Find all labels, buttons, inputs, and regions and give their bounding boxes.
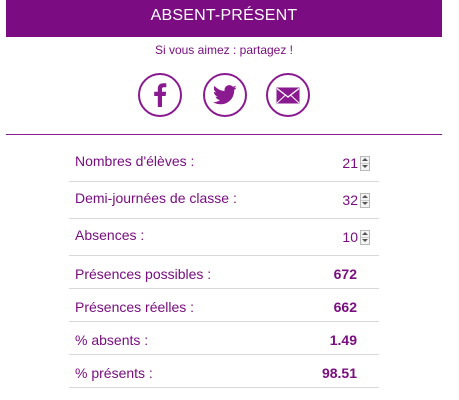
- stepper-buttons: [360, 193, 370, 208]
- caret-down-icon: [362, 165, 368, 168]
- result-label: % absents :: [75, 332, 149, 348]
- stepper-up-button[interactable]: [361, 194, 369, 201]
- eleves-stepper[interactable]: 21: [317, 155, 370, 172]
- stepper-down-button[interactable]: [361, 164, 369, 170]
- caret-down-icon: [362, 202, 368, 205]
- result-label: % présents :: [75, 365, 153, 381]
- calculator-table: Nombres d'élèves : 21 Demi-journées de c…: [69, 145, 379, 388]
- page-title: ABSENT-PRÉSENT: [150, 7, 298, 24]
- stepper-buttons: [360, 230, 370, 245]
- result-row-presents: % présents : 98.51: [69, 355, 379, 388]
- app-header: ABSENT-PRÉSENT: [6, 0, 442, 37]
- stepper-buttons: [360, 156, 370, 171]
- mail-icon: [276, 87, 300, 104]
- result-value: 672: [333, 266, 357, 282]
- result-value: 98.51: [321, 365, 357, 381]
- email-share-button[interactable]: [266, 73, 310, 117]
- twitter-share-button[interactable]: [203, 73, 247, 117]
- input-label: Absences :: [75, 227, 145, 243]
- input-label: Demi-journées de classe :: [75, 190, 237, 206]
- stepper-down-button[interactable]: [361, 201, 369, 207]
- input-label: Nombres d'élèves :: [75, 153, 195, 169]
- result-row-presences-reelles: Présences réelles : 662: [69, 289, 379, 322]
- facebook-icon: [153, 83, 167, 107]
- stepper-up-button[interactable]: [361, 157, 369, 164]
- twitter-icon: [213, 85, 237, 105]
- input-row-demi-journees: Demi-journées de classe : 32: [69, 182, 379, 219]
- caret-down-icon: [362, 239, 368, 242]
- section-divider: [6, 134, 442, 135]
- stepper-value[interactable]: 21: [342, 155, 358, 171]
- stepper-up-button[interactable]: [361, 231, 369, 238]
- result-label: Présences réelles :: [75, 299, 195, 315]
- stepper-value[interactable]: 10: [342, 229, 358, 245]
- result-value: 662: [333, 299, 357, 315]
- facebook-share-button[interactable]: [138, 73, 182, 117]
- demi-journees-stepper[interactable]: 32: [317, 192, 370, 209]
- result-value: 1.49: [329, 332, 357, 348]
- share-prompt: Si vous aimez : partagez !: [154, 43, 294, 57]
- input-row-absences: Absences : 10: [69, 219, 379, 256]
- result-row-absents: % absents : 1.49: [69, 322, 379, 355]
- caret-up-icon: [362, 195, 368, 198]
- input-row-eleves: Nombres d'élèves : 21: [69, 145, 379, 182]
- result-row-presences-possibles: Présences possibles : 672: [69, 256, 379, 289]
- stepper-down-button[interactable]: [361, 238, 369, 244]
- caret-up-icon: [362, 232, 368, 235]
- result-label: Présences possibles :: [75, 266, 212, 282]
- caret-up-icon: [362, 158, 368, 161]
- absences-stepper[interactable]: 10: [317, 229, 370, 246]
- stepper-value[interactable]: 32: [342, 192, 358, 208]
